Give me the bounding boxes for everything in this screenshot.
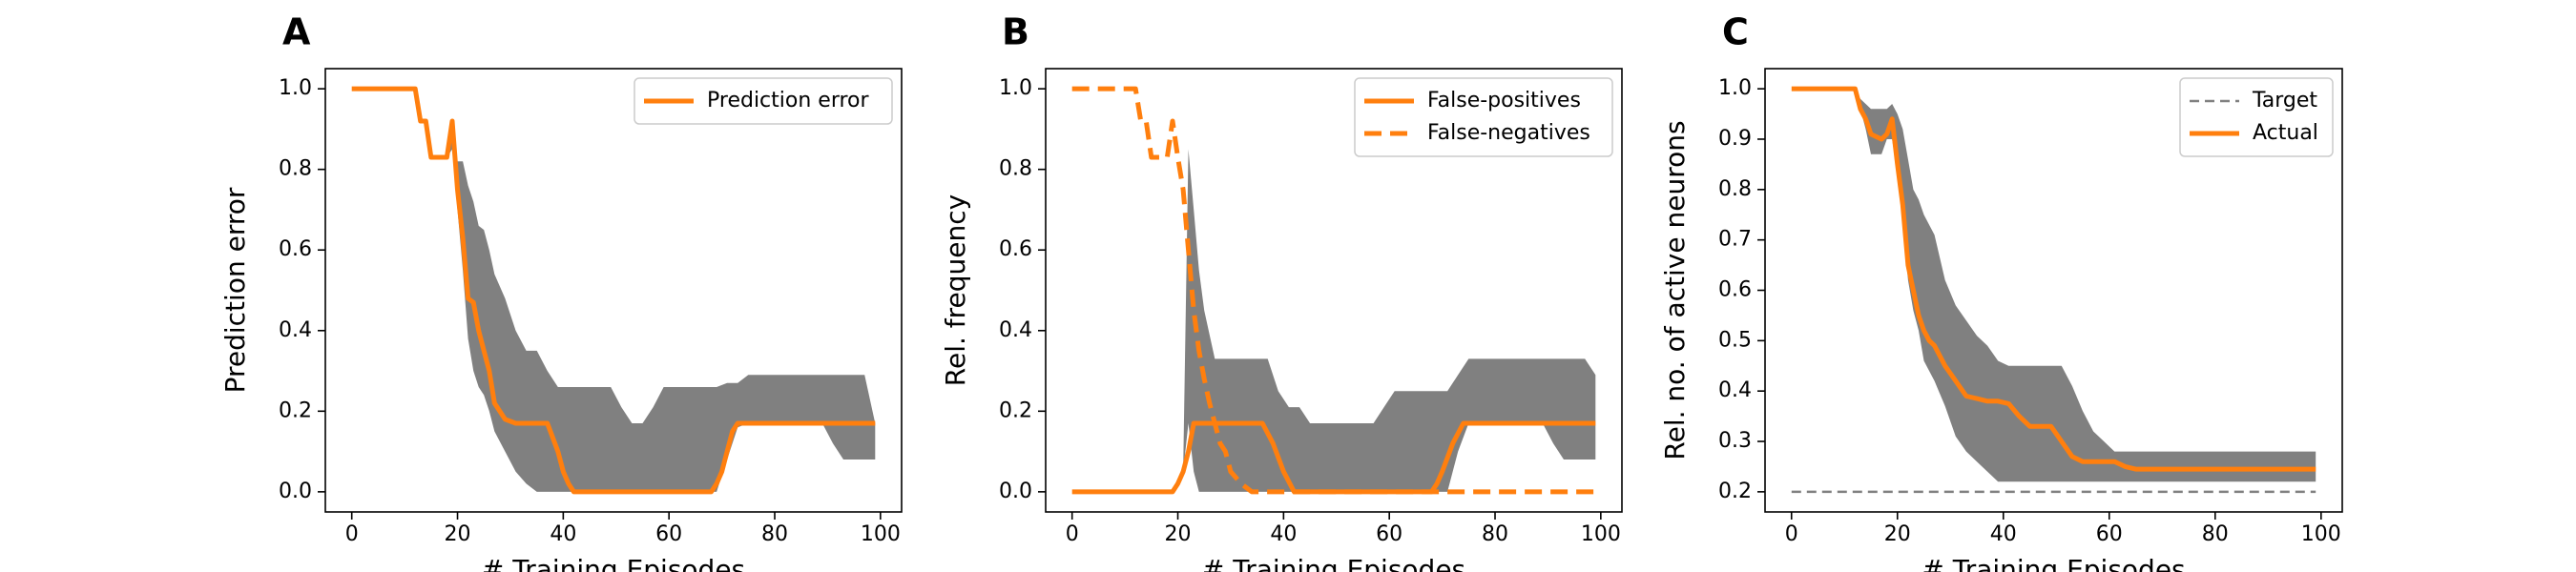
panel-c: C 0 20 40 60 80 100 0.2 0.3 0.4 0.5 0.6 0.7 0.8 0.9 1.0… xyxy=(1659,11,2343,572)
plot-area xyxy=(1791,86,2316,494)
legend-label: False-negatives xyxy=(1427,121,1590,145)
x-tick-label: 0 xyxy=(1066,522,1079,546)
y-axis-label: Rel. frequency xyxy=(940,194,971,386)
x-tick-label: 100 xyxy=(1581,522,1621,546)
x-tick-label: 60 xyxy=(1376,522,1402,546)
x-tick-label: 80 xyxy=(1482,522,1508,546)
x-tick-label: 100 xyxy=(2301,522,2341,546)
y-tick-label: 0.7 xyxy=(1718,228,1752,252)
x-tick-label: 100 xyxy=(861,522,901,546)
series-line-false-negatives xyxy=(1071,86,1596,495)
x-tick-label: 60 xyxy=(655,522,682,546)
x-tick-label: 20 xyxy=(445,522,471,546)
panel-letter: A xyxy=(282,11,311,53)
panel-b: B 0 20 40 60 80 100 0.0 0.2 0.4 0.6 0.8 1.0 # Trainin… xyxy=(940,11,1623,572)
y-tick-label: 0.8 xyxy=(1718,177,1752,201)
y-tick-label: 0.3 xyxy=(1718,429,1752,453)
legend-label: Actual xyxy=(2253,121,2318,145)
y-axis-label: Prediction error xyxy=(219,187,251,393)
x-tick-label: 40 xyxy=(550,522,576,546)
panel-letter: C xyxy=(1722,11,1749,53)
x-tick-label: 40 xyxy=(1270,522,1297,546)
legend-box xyxy=(634,77,893,125)
legend-label: Target xyxy=(2252,89,2317,112)
y-tick-label: 0.4 xyxy=(999,318,1032,342)
legend: False-positives False-negatives xyxy=(1354,77,1613,157)
legend-box xyxy=(1354,77,1613,157)
y-tick-label: 0.4 xyxy=(1718,378,1752,402)
y-tick-label: 0.6 xyxy=(1718,278,1752,302)
x-axis-label: # Training Episodes xyxy=(1202,554,1465,572)
x-tick-label: 20 xyxy=(1884,522,1911,546)
series-line-actual xyxy=(1791,86,2316,472)
y-axis-label: Rel. no. of active neurons xyxy=(1659,120,1691,460)
x-tick-label: 60 xyxy=(2096,522,2123,546)
series-line-false-positives xyxy=(1071,420,1596,495)
legend-label: Prediction error xyxy=(707,89,869,112)
y-tick-label: 0.6 xyxy=(279,237,312,261)
y-tick-label: 0.8 xyxy=(279,157,312,181)
y-tick-label: 0.9 xyxy=(1718,127,1752,151)
legend: Target Actual xyxy=(2179,77,2334,157)
y-tick-label: 0.0 xyxy=(999,480,1032,503)
legend-box xyxy=(2179,77,2334,157)
x-tick-label: 80 xyxy=(2202,522,2229,546)
plot-area xyxy=(351,86,876,495)
y-tick-label: 1.0 xyxy=(279,76,312,100)
x-tick-label: 0 xyxy=(345,522,359,546)
y-tick-label: 1.0 xyxy=(999,76,1032,100)
confidence-band xyxy=(351,89,876,492)
x-tick-label: 0 xyxy=(1785,522,1798,546)
x-tick-label: 80 xyxy=(761,522,788,546)
x-axis-label: # Training Episodes xyxy=(482,554,745,572)
x-axis-label: # Training Episodes xyxy=(1922,554,2185,572)
legend: Prediction error xyxy=(634,77,893,125)
y-tick-label: 0.2 xyxy=(279,398,312,422)
confidence-band xyxy=(1071,149,1596,492)
y-tick-label: 0.8 xyxy=(999,157,1032,181)
axes-frame xyxy=(1045,68,1623,513)
y-tick-label: 0.6 xyxy=(999,237,1032,261)
panel-letter: B xyxy=(1002,11,1029,53)
y-tick-label: 1.0 xyxy=(1718,76,1752,100)
axes-frame xyxy=(324,68,903,513)
plot-area xyxy=(1071,86,1596,495)
confidence-band xyxy=(1791,89,2316,482)
y-tick-label: 0.2 xyxy=(999,398,1032,422)
panel-a: A 0 20 40 60 80 100 0.0 0.2 0.4 0.6 0.8 1.0 # Trainin… xyxy=(219,11,903,572)
x-tick-label: 20 xyxy=(1165,522,1192,546)
y-tick-label: 0.0 xyxy=(279,480,312,503)
legend-label: False-positives xyxy=(1427,89,1581,112)
y-tick-label: 0.2 xyxy=(1718,480,1752,503)
y-tick-label: 0.5 xyxy=(1718,328,1752,352)
series-line-prediction-error xyxy=(351,86,876,495)
x-tick-label: 40 xyxy=(1990,522,2017,546)
y-tick-label: 0.4 xyxy=(279,318,312,342)
